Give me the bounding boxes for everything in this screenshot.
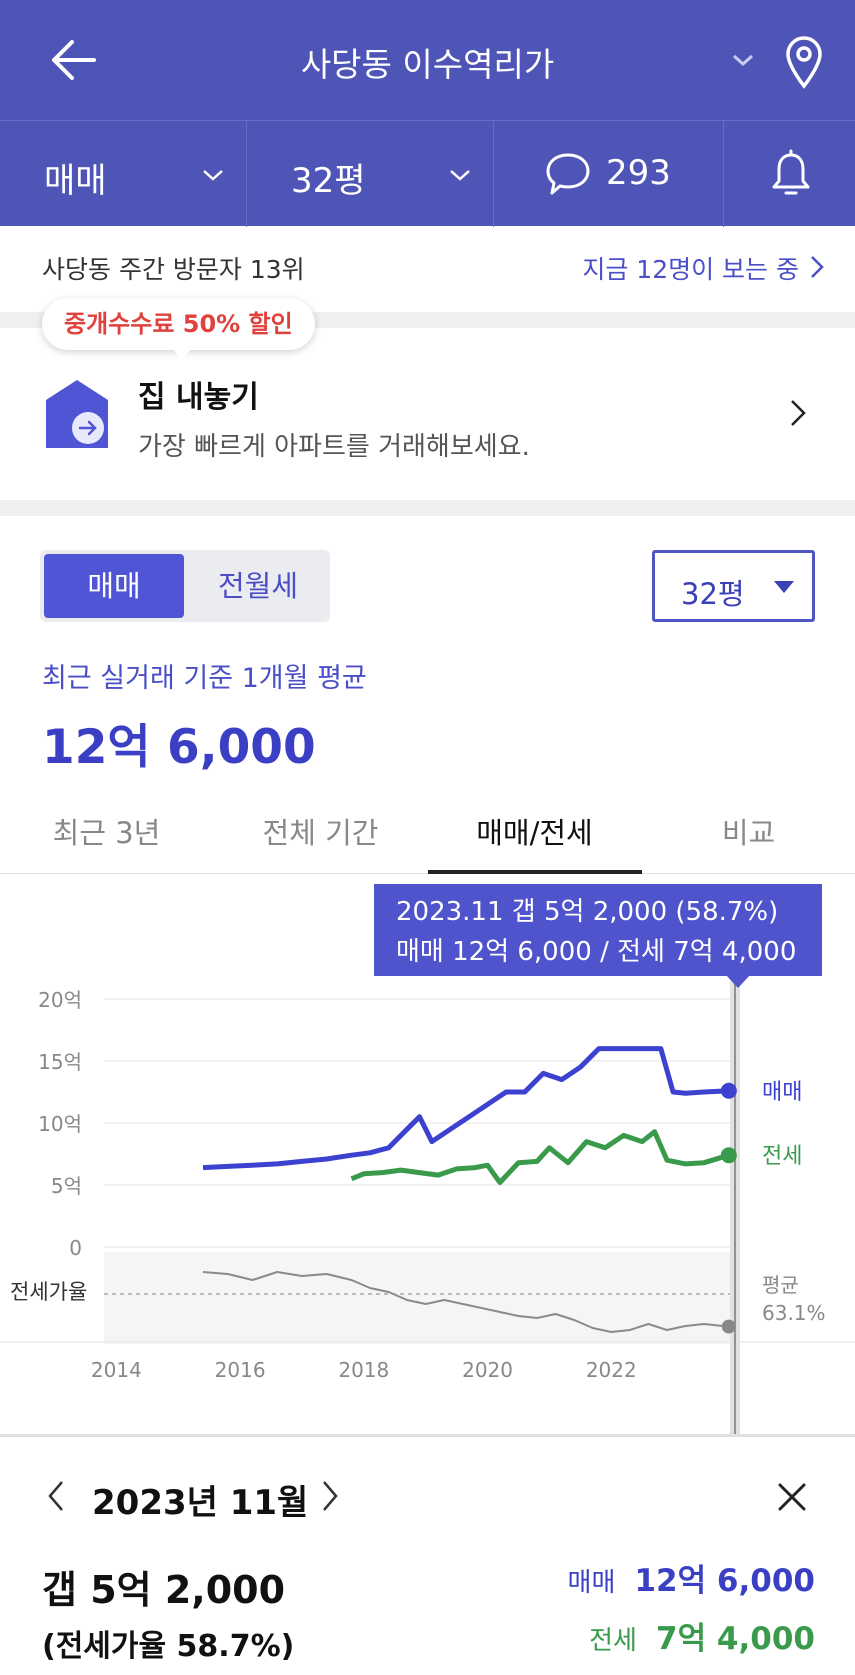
close-icon[interactable] [776,1481,808,1513]
jeonse-line [350,1129,730,1185]
chevron-down-icon [450,170,470,181]
comment-count: 293 [606,153,671,193]
list-property-title: 집 내놓기 [138,380,259,415]
filter-bar: 매매 32평 293 [0,120,855,227]
y-tick-label: 15억 [38,1050,82,1074]
chevron-left-icon[interactable] [46,1479,66,1513]
tab-sale-jeonse[interactable]: 매매/전세 [476,816,593,850]
trade-type-toggle: 매매 전월세 [40,550,330,622]
x-tick-label: 2022 [586,1358,637,1382]
badge-tail [172,348,192,360]
active-tab-underline [428,870,642,874]
average-value: 12억 6,000 [42,720,316,775]
sale-price-label: 매매 [567,1568,616,1598]
page-title[interactable]: 사당동 이수역리가 [300,45,555,84]
trade-type-label: 매매 [44,161,107,201]
section-divider [0,500,855,516]
ratio-axis-label: 전세가율 [10,1280,87,1304]
chevron-right-icon[interactable] [809,254,825,280]
chevron-right-icon[interactable] [320,1479,340,1513]
y-tick-label: 0 [69,1236,82,1260]
tooltip-line-1: 2023.11 갭 5억 2,000 (58.7%) [396,897,779,927]
jeonse-price-label: 전세 [589,1626,637,1656]
x-tick-label: 2014 [91,1358,142,1382]
sale-series-label: 매매 [762,1080,802,1105]
x-tick-label: 2020 [462,1358,513,1382]
speech-bubble-icon [546,153,590,195]
jeonse-price-row: 전세 7억 4,000 [589,1613,815,1658]
list-property-subtitle: 가장 빠르게 아파트를 거래해보세요. [138,432,530,462]
price-chart-svg: 20억 15억 10억 5억 0 2014 2016 2018 2020 2022 전세가율 매매전세… [0,979,855,1434]
sale-endpoint [720,1082,737,1099]
sale-price-value: 12억 6,000 [634,1563,815,1599]
list-property-card[interactable]: 집 내놓기 가장 빠르게 아파트를 거래해보세요. [0,328,855,500]
tab-recent-3y[interactable]: 최근 3년 [52,816,161,850]
size-select-value: 32평 [681,577,745,611]
average-ratio-label: 평균 [762,1273,799,1297]
promo-badge-label: 중개수수료 50% 할인 [64,310,293,338]
tab-all-period[interactable]: 전체 기간 [262,816,379,850]
size-select[interactable]: 32평 [652,550,815,622]
jeonse-price-value: 7억 4,000 [656,1621,815,1657]
tab-compare[interactable]: 비교 [721,816,776,850]
trade-type-dropdown[interactable]: 매매 [0,121,247,227]
y-tick-label: 10억 [38,1112,82,1136]
sale-price-row: 매매 12억 6,000 [568,1555,815,1600]
chevron-down-icon[interactable] [728,48,758,72]
tooltip-tail [726,975,750,988]
back-arrow-icon[interactable] [48,34,100,86]
average-label: 최근 실거래 기준 1개월 평균 [42,663,367,694]
y-tick-label: 20억 [38,988,82,1012]
chart-tooltip: 2023.11 갭 5억 2,000 (58.7%) 매매 12억 6,000 … [374,884,822,988]
visitor-rank-text: 사당동 주간 방문자 13위 [42,255,305,284]
toggle-rent[interactable]: 전월세 [217,569,299,603]
size-label: 32평 [291,161,366,201]
notification-button[interactable] [724,121,855,227]
section-divider [0,1434,855,1437]
bell-icon [772,149,810,195]
month-detail-panel: 2023년 11월 갭 5억 2,000 (전세가율 58.7%) 매매 12억… [0,1437,855,1675]
jeonse-endpoint [720,1147,737,1164]
ratio-line [202,1271,729,1333]
toggle-sale[interactable]: 매매 [44,554,184,618]
house-icon [46,380,108,448]
ratio-band [104,1252,735,1344]
period-tabs: 최근 3년 전체 기간 매매/전세 비교 [0,790,855,874]
chevron-down-icon [203,170,223,181]
location-pin-icon[interactable] [782,34,826,90]
ratio-endpoint [721,1319,736,1334]
tooltip-line-2: 매매 12억 6,000 / 전세 7억 4,000 [396,937,797,967]
chevron-right-icon [791,400,806,426]
selected-month: 2023년 11월 [92,1483,309,1523]
jeonse-ratio: (전세가율 58.7%) [42,1629,295,1664]
y-tick-label: 5억 [51,1174,82,1198]
jeonse-series-label: 전세 [762,1144,802,1169]
sale-line [202,1046,729,1171]
x-tick-label: 2018 [338,1358,389,1382]
caret-down-icon [774,581,794,593]
app-header: 사당동 이수역리가 [0,0,855,120]
comments-button[interactable]: 293 [494,121,724,227]
size-dropdown[interactable]: 32평 [247,121,494,227]
x-tick-label: 2016 [215,1358,266,1382]
average-ratio-value: 63.1% [762,1301,826,1325]
gap-amount: 갭 5억 2,000 [42,1568,286,1612]
promo-badge: 중개수수료 50% 할인 [42,298,315,360]
visitor-rank-bar: 사당동 주간 방문자 13위 지금 12명이 보는 중 [0,226,855,312]
live-viewers-link[interactable]: 지금 12명이 보는 중 [582,255,799,284]
